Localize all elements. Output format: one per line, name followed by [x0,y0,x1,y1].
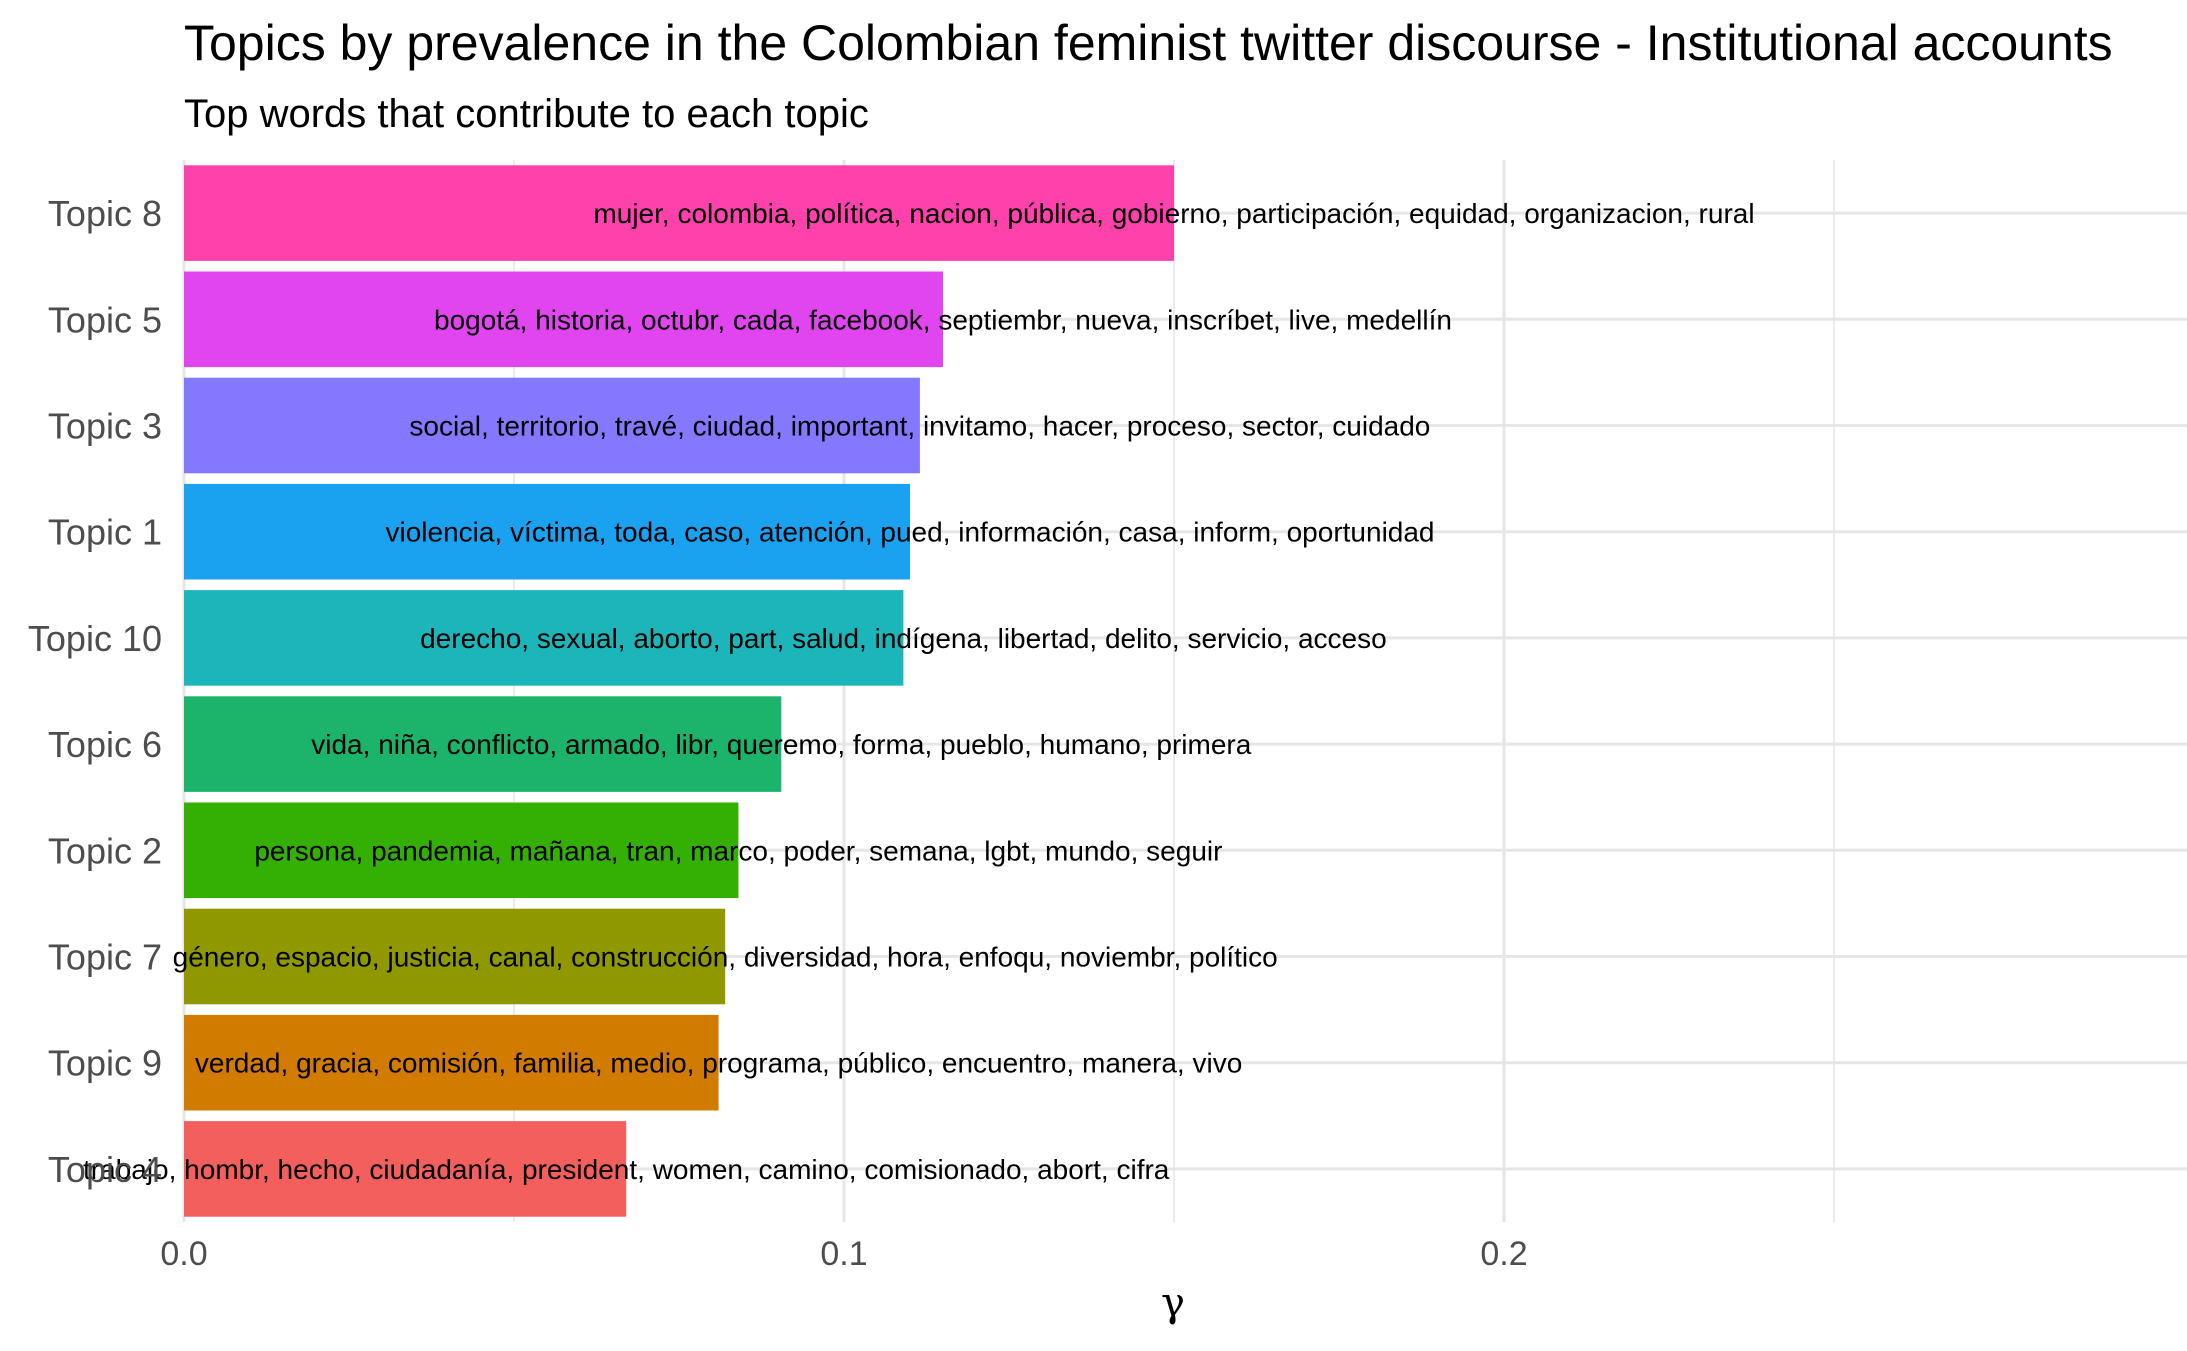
bar-label-topic-10: derecho, sexual, aborto, part, salud, in… [420,623,1387,654]
bar-label-topic-9: verdad, gracia, comisión, familia, medio… [195,1048,1242,1079]
bar-label-topic-7: género, espacio, justicia, canal, constr… [173,942,1278,973]
bar-topic-4 [184,1121,627,1217]
y-tick-label-topic-1: Topic 1 [48,512,162,553]
y-tick-label-topic-8: Topic 8 [48,193,162,234]
bar-topic-9 [184,1014,719,1111]
x-tick-label-0: 0.0 [160,1235,207,1273]
y-tick-label-topic-2: Topic 2 [48,830,162,871]
bar-topic-8 [184,165,1174,261]
y-tick-label-topic-6: Topic 6 [48,724,162,765]
y-tick-label-topic-5: Topic 5 [48,299,162,340]
bar-topic-7 [184,908,726,1005]
chart-title: Topics by prevalence in the Colombian fe… [184,15,2113,71]
x-axis-title: γ [1161,1280,1185,1326]
bar-label-topic-3: social, territorio, travé, ciudad, impor… [409,411,1430,442]
bar-topic-1 [184,483,910,580]
bar-labels: mujer, colombia, política, nacion, públi… [83,198,1755,1185]
bar-label-topic-6: vida, niña, conflicto, armado, libr, que… [311,729,1251,760]
bar-label-topic-2: persona, pandemia, mañana, tran, marco, … [254,835,1222,866]
x-tick-label-2: 0.2 [1480,1235,1527,1273]
x-axis-tick-labels: 0.0 0.1 0.2 [160,1235,1527,1273]
bar-label-topic-5: bogotá, historia, octubr, cada, facebook… [434,304,1452,335]
chart-subtitle: Top words that contribute to each topic [184,92,869,136]
bar-topic-5 [184,271,943,368]
y-tick-label-topic-10: Topic 10 [28,618,162,659]
y-tick-label-topic-7: Topic 7 [48,937,162,978]
y-axis-tick-labels: Topic 8 Topic 5 Topic 3 Topic 1 Topic 10 Topi… [28,193,162,1190]
bar-label-topic-8: mujer, colombia, política, nacion, públi… [593,198,1754,229]
bar-topic-10 [184,590,904,686]
bars [184,165,1174,1217]
bar-topic-6 [184,696,782,792]
bar-topic-2 [184,802,739,899]
bar-label-topic-4: trabajo, hombr, hecho, ciudadanía, presi… [83,1154,1170,1185]
x-tick-label-1: 0.1 [820,1235,867,1273]
y-tick-label-topic-4: Topic 4 [48,1149,162,1190]
y-tick-label-topic-3: Topic 3 [48,406,162,447]
bar-label-topic-1: violencia, víctima, toda, caso, atención… [385,517,1434,548]
y-tick-label-topic-9: Topic 9 [48,1043,162,1084]
bar-topic-3 [184,377,920,474]
